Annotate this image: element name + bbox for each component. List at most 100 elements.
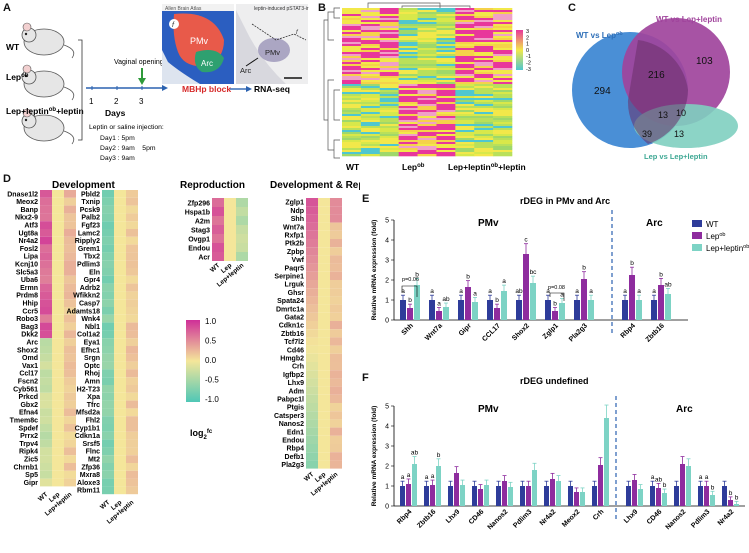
heatmap-cell xyxy=(417,148,437,151)
heatmap-cell xyxy=(236,234,248,243)
heatmap-cell xyxy=(474,36,494,39)
heatmap-cell xyxy=(379,22,399,25)
heatmap-cell xyxy=(360,56,381,59)
heatmap-cell xyxy=(398,40,418,43)
heatmap-cell xyxy=(455,48,475,51)
heatmap-scale-tick: -3 xyxy=(526,67,531,73)
y-tick-label: 0 xyxy=(385,318,389,325)
heatmap-cell xyxy=(379,82,399,85)
heatmap-cell xyxy=(342,116,362,119)
heatmap-cell xyxy=(398,36,418,39)
heatmap-cell xyxy=(398,144,418,147)
significance-letter: ab xyxy=(442,296,450,303)
heatmap-cell xyxy=(398,108,418,111)
heatmap-cell xyxy=(398,56,418,59)
heatmap-cell xyxy=(455,128,475,131)
significance-letter: a xyxy=(699,474,703,481)
heatmap-cell xyxy=(398,124,418,127)
heatmap-cell xyxy=(360,86,381,89)
heatmap-scale-tick: 3 xyxy=(526,29,529,35)
bar xyxy=(580,492,585,506)
heatmap-cell xyxy=(455,50,475,53)
heatmap-cell xyxy=(398,26,418,29)
heatmap-cell xyxy=(64,447,76,456)
heatmap-cell xyxy=(455,152,475,155)
heatmap-cell xyxy=(342,136,362,139)
heatmap-cell xyxy=(342,52,362,55)
heatmap-cell xyxy=(493,84,513,87)
heatmap-cell xyxy=(398,8,418,11)
gene-label: Rhoj xyxy=(84,371,100,378)
heatmap-cell xyxy=(474,144,494,147)
heatmap-cell xyxy=(493,40,513,43)
heatmap-cell xyxy=(360,50,381,53)
heatmap-cell xyxy=(52,463,64,471)
heatmap-cell xyxy=(342,130,362,133)
heatmap-cell xyxy=(417,108,437,111)
heatmap-cell xyxy=(398,98,418,101)
heatmap-cell xyxy=(114,385,126,393)
heatmap-cell xyxy=(342,100,362,103)
heatmap-cell xyxy=(493,94,513,97)
heatmap-cell xyxy=(417,132,437,135)
heatmap-cell xyxy=(493,74,513,77)
injection-day3: Day3 : 9am xyxy=(100,155,135,162)
heatmap-cell xyxy=(126,338,138,346)
legend-label-lep: Lepob xyxy=(706,232,725,241)
heatmap-cell xyxy=(306,427,318,436)
heatmap-cell xyxy=(417,104,437,107)
heatmap-cell xyxy=(398,24,418,27)
heatmap-cell xyxy=(40,424,52,432)
heatmap-cell xyxy=(436,54,456,57)
heatmap-cell xyxy=(379,96,399,99)
heatmap-cell xyxy=(417,68,437,71)
chart-e: 0 1 2 3 4 5 Relative mRNA expression (fold) PMv… xyxy=(371,210,688,344)
heatmap-cell xyxy=(436,16,456,19)
heatmap-cell xyxy=(455,100,475,103)
gene-label: Cyp1b1 xyxy=(75,425,100,432)
development-heatmap-1: Dnase1l2Meox2BanpNkx2-9Atf3Ugt8aNr4a2Fos… xyxy=(7,190,76,487)
gene-label: Pcsk9 xyxy=(80,207,100,214)
y-axis-label: Relative mRNA expression (fold) xyxy=(371,406,378,507)
heatmap-cell xyxy=(114,486,126,495)
heatmap-cell xyxy=(64,353,76,362)
log2fc-tick: 0.5 xyxy=(205,337,217,346)
heatmap-cell xyxy=(318,198,330,207)
heatmap-cell xyxy=(330,460,342,469)
heatmap-cell xyxy=(417,106,437,109)
heatmap-cell xyxy=(474,48,494,51)
heatmap-cell xyxy=(330,230,342,239)
heatmap-cell xyxy=(493,104,513,107)
heatmap-cell xyxy=(342,12,362,15)
heatmap-cell xyxy=(455,46,475,49)
bar xyxy=(520,486,525,506)
heatmap-cell xyxy=(102,408,114,417)
heatmap-cell xyxy=(455,86,475,89)
heatmap-cell xyxy=(379,150,399,153)
log2fc-tick: 0.0 xyxy=(205,356,217,365)
heatmap-col-lepleptin: Lep+leptinob+leptin xyxy=(448,162,526,172)
heatmap-cell xyxy=(455,76,475,79)
heatmap-cell xyxy=(114,252,126,261)
heatmap-cell xyxy=(474,28,494,31)
heatmap-cell xyxy=(474,128,494,131)
bar xyxy=(484,485,489,506)
significance-letter: b xyxy=(495,297,499,304)
heatmap-cell xyxy=(493,8,513,11)
bar xyxy=(436,311,442,320)
heatmap-cell xyxy=(52,283,64,292)
heatmap-cell xyxy=(114,392,126,401)
heatmap-cell xyxy=(224,225,236,234)
heatmap-cell xyxy=(379,60,399,63)
heatmap-cell xyxy=(52,455,64,463)
heatmap-cell xyxy=(455,104,475,107)
heatmap-cell xyxy=(114,408,126,417)
heatmap-cell xyxy=(417,94,437,97)
heatmap-cell xyxy=(493,138,513,141)
heatmap-cell xyxy=(417,20,437,23)
heatmap-cell xyxy=(455,136,475,139)
heatmap-cell xyxy=(114,353,126,362)
heatmap-cell xyxy=(330,435,342,444)
gene-label: Rbm11 xyxy=(77,488,100,495)
heatmap-cell xyxy=(493,112,513,115)
